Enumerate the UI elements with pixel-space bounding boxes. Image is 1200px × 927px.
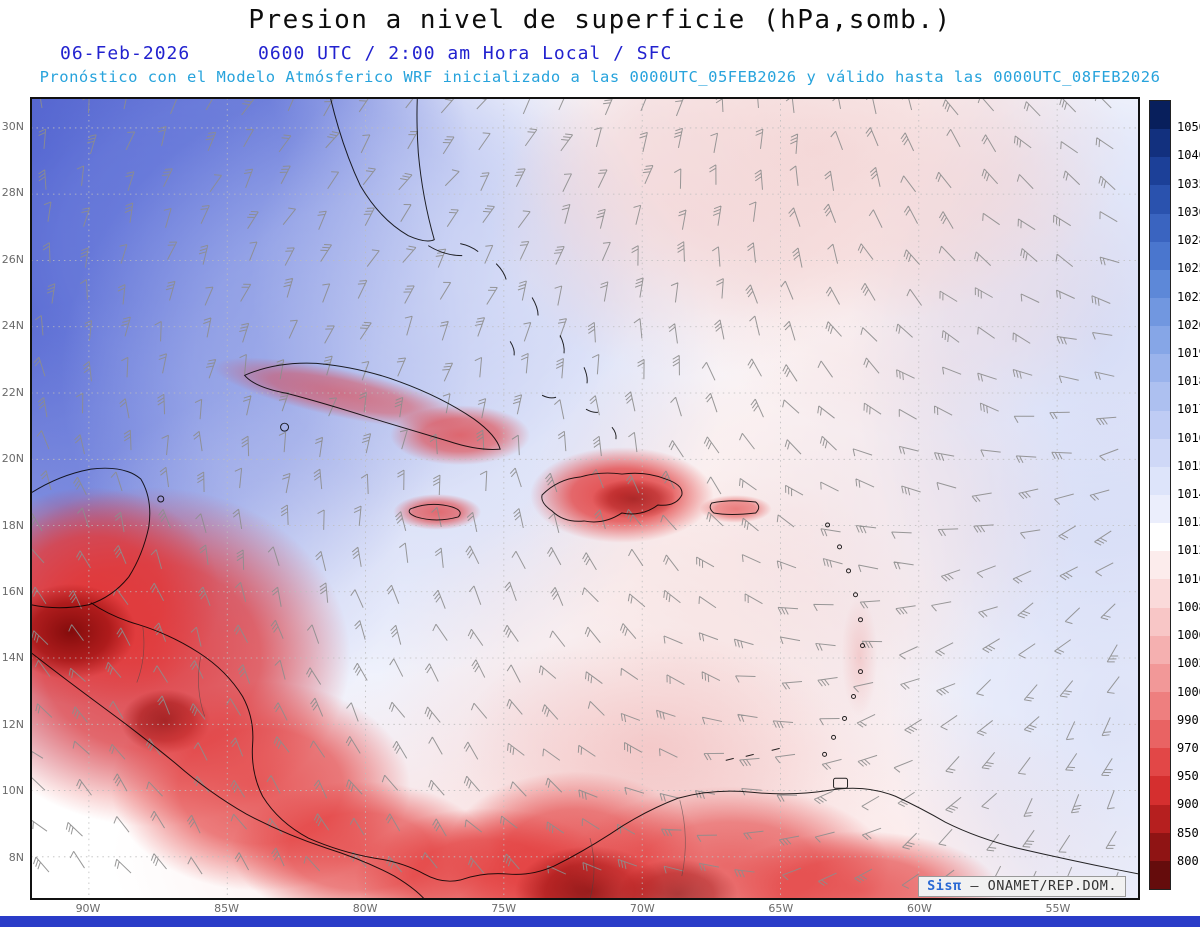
colorbar-segment xyxy=(1150,326,1170,355)
map-svg xyxy=(31,98,1139,899)
pressure-shading xyxy=(31,98,1139,899)
colorbar-value: 1019 xyxy=(1177,345,1200,360)
colorbar-segment xyxy=(1150,523,1170,552)
colorbar-value: 1030 xyxy=(1177,204,1200,219)
colorbar-segment xyxy=(1150,804,1170,833)
lat-label: 28N xyxy=(1,186,24,200)
colorbar-value: 1006 xyxy=(1177,628,1200,643)
lat-label: 12N xyxy=(1,717,24,731)
bottom-bar xyxy=(0,916,1200,927)
pressure-map: Sisπ – ONAMET/REP.DOM. xyxy=(30,97,1140,900)
forecast-date: 06-Feb-2026 xyxy=(60,43,191,64)
lat-label: 18N xyxy=(1,518,24,532)
colorbar-segment xyxy=(1150,129,1170,158)
colorbar-segment xyxy=(1150,832,1170,861)
colorbar-segment xyxy=(1150,720,1170,749)
colorbar-value: 1017 xyxy=(1177,402,1200,417)
colorbar-value: 990 xyxy=(1177,712,1199,727)
colorbar-segment xyxy=(1150,860,1170,889)
lon-label: 60W xyxy=(906,902,932,915)
colorbar-value: 1020 xyxy=(1177,317,1200,332)
grid-lines xyxy=(31,98,1139,899)
colorbar-segment xyxy=(1150,410,1170,439)
attribution-brand: Sisπ xyxy=(927,878,962,894)
colorbar-segment xyxy=(1150,748,1170,777)
lat-label: 30N xyxy=(1,120,24,133)
colorbar-segment xyxy=(1150,241,1170,270)
model-init-line: Pronóstico con el Modelo Atmósferico WRF… xyxy=(39,68,1161,86)
colorbar-value: 1022 xyxy=(1177,289,1200,304)
colorbar-value: 1002 xyxy=(1177,656,1200,671)
colorbar-value: 1050 xyxy=(1177,120,1200,135)
colorbar-segment xyxy=(1150,101,1170,130)
colorbar-segment xyxy=(1150,691,1170,721)
colorbar-segment xyxy=(1150,269,1170,298)
valid-time-line: 06-Feb-2026 0600 UTC / 2:00 am Hora Loca… xyxy=(0,43,1200,65)
colorbar-value: 950 xyxy=(1177,769,1199,784)
lon-label: 70W xyxy=(629,902,655,915)
lon-label: 55W xyxy=(1045,902,1071,915)
colorbar-value: 1028 xyxy=(1177,233,1200,248)
page-title: Presion a nivel de superficie (hPa,somb.… xyxy=(248,5,952,35)
colorbar-value: 1018 xyxy=(1177,374,1200,389)
colorbar-segment xyxy=(1150,438,1170,467)
colorbar-value: 1013 xyxy=(1177,515,1200,530)
colorbar-segment xyxy=(1150,157,1170,186)
lat-label: 10N xyxy=(1,784,24,798)
colorbar-segment xyxy=(1150,185,1170,214)
lon-label: 75W xyxy=(491,902,517,915)
colorbar-value: 1014 xyxy=(1177,487,1200,501)
colorbar-value: 1012 xyxy=(1177,543,1200,558)
colorbar-segment xyxy=(1150,663,1170,692)
colorbar-value: 900 xyxy=(1177,797,1199,812)
lon-label: 90W xyxy=(75,902,101,915)
lon-label: 85W xyxy=(214,902,239,915)
attribution-text: – ONAMET/REP.DOM. xyxy=(970,878,1117,894)
lat-label: 16N xyxy=(1,585,24,598)
lon-axis: 90W 85W 80W 75W 70W 65W 60W 55W xyxy=(30,902,1140,917)
lat-label: 24N xyxy=(1,319,24,333)
colorbar-segment xyxy=(1150,213,1170,242)
colorbar-value: 1008 xyxy=(1177,599,1200,614)
colorbar-value: 1000 xyxy=(1177,684,1200,699)
country-borders xyxy=(136,626,686,899)
lat-label: 20N xyxy=(1,452,24,466)
colorbar-value: 1040 xyxy=(1177,148,1200,163)
colorbar-value: 850 xyxy=(1177,825,1199,840)
colorbar-segment xyxy=(1150,494,1170,524)
forecast-time: 0600 UTC / 2:00 am Hora Local / SFC xyxy=(258,43,673,64)
colorbar-segment xyxy=(1150,607,1170,636)
colorbar-segment xyxy=(1150,466,1170,495)
lon-label: 80W xyxy=(352,902,378,915)
lat-axis: 30N 28N 26N 24N 22N 20N 18N 16N 14N 12N 10N 8N xyxy=(0,97,27,900)
lat-label: 26N xyxy=(1,252,24,266)
colorbar xyxy=(1149,100,1171,890)
colorbar-segment xyxy=(1150,382,1170,411)
colorbar-value: 1010 xyxy=(1177,571,1200,586)
colorbar-value: 970 xyxy=(1177,740,1199,755)
attribution-box: Sisπ – ONAMET/REP.DOM. xyxy=(918,876,1126,897)
colorbar-segment xyxy=(1150,579,1170,608)
map-frame xyxy=(31,98,1139,899)
lat-label: 8N xyxy=(8,850,24,864)
colorbar-value: 1016 xyxy=(1177,430,1200,445)
colorbar-segment xyxy=(1150,551,1170,580)
colorbar-segment xyxy=(1150,297,1170,327)
coastlines xyxy=(31,98,1139,899)
colorbar-value: 1025 xyxy=(1177,261,1200,276)
colorbar-segment xyxy=(1150,776,1170,805)
colorbar-segment xyxy=(1150,354,1170,383)
colorbar-labels: 1050 1040 1035 1030 1028 1025 1022 1020 1019 1018… xyxy=(1177,100,1200,890)
colorbar-value: 1035 xyxy=(1177,176,1200,191)
colorbar-segment xyxy=(1150,635,1170,664)
colorbar-value: 1015 xyxy=(1177,458,1200,473)
lon-label: 65W xyxy=(768,902,794,915)
lat-label: 14N xyxy=(1,651,24,665)
colorbar-value: 800 xyxy=(1177,853,1199,868)
lat-label: 22N xyxy=(1,385,24,399)
